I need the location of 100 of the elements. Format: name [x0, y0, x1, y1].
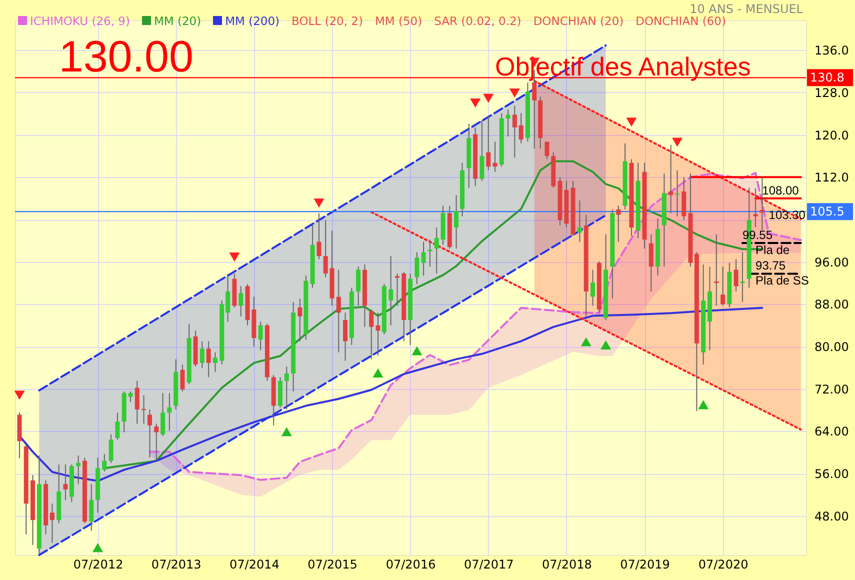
candlestick	[356, 266, 361, 306]
candlestick	[115, 412, 120, 440]
candlestick	[648, 234, 654, 292]
candlestick	[388, 256, 394, 326]
candlestick	[434, 226, 439, 274]
candlestick	[343, 312, 348, 362]
y-tick-label: 56.00	[814, 467, 849, 482]
candlestick	[180, 364, 185, 392]
candlestick	[480, 120, 484, 182]
candlestick	[486, 116, 491, 171]
y-tick-label: 64.00	[814, 424, 849, 439]
y-tick-label: 48.00	[814, 509, 849, 524]
candlestick	[506, 108, 510, 137]
point	[14, 390, 25, 400]
point	[580, 337, 592, 346]
annotation: 93.75	[756, 258, 786, 273]
candlestick	[369, 308, 374, 360]
candlestick	[284, 366, 289, 410]
candlestick	[720, 266, 726, 306]
candlestick	[160, 392, 166, 436]
y-tick-label: 96.00	[814, 255, 849, 270]
point	[509, 88, 520, 98]
x-tick-label: 07/2017	[464, 558, 514, 572]
candlestick	[212, 352, 218, 372]
point	[600, 340, 612, 350]
candlestick	[394, 272, 400, 306]
candlestick	[414, 252, 420, 285]
point	[314, 198, 324, 208]
candlestick	[154, 423, 159, 462]
point	[229, 252, 240, 262]
y-tick-label: 80.00	[814, 340, 849, 354]
annotation: MM (50)	[374, 14, 422, 28]
y-tick-label: 136.0	[814, 44, 849, 58]
legend-label: MM (20)	[154, 14, 202, 28]
annotation: SAR (0.02, 0.2)	[434, 14, 522, 28]
annotation: DONCHIAN (20)	[533, 14, 624, 28]
y-tick-label: 72.00	[814, 382, 849, 396]
annotation: 130.00	[58, 32, 194, 82]
x-tick-label: 07/2013	[151, 558, 202, 572]
point	[470, 98, 481, 108]
point	[372, 368, 384, 378]
candlestick	[76, 455, 81, 485]
x-tick-label: 07/2012	[73, 558, 124, 572]
point	[626, 118, 637, 127]
candlestick	[238, 286, 244, 317]
candlestick	[128, 390, 133, 403]
x-tick-label: 07/2018	[542, 558, 592, 572]
candlestick	[753, 188, 758, 228]
candlestick	[50, 503, 54, 544]
y-tick-label: 120.0	[814, 128, 849, 142]
candlestick	[740, 252, 745, 303]
x-tick-label: 07/2020	[698, 558, 748, 572]
candlestick	[760, 176, 764, 231]
candlestick	[734, 258, 738, 292]
point	[92, 543, 104, 552]
candlestick	[421, 241, 426, 276]
candlestick	[616, 205, 621, 242]
candlestick	[298, 298, 302, 342]
candlestick	[167, 392, 172, 432]
x-tick-label: 07/2016	[386, 558, 436, 572]
legend-label: MM (200)	[225, 14, 280, 28]
candlestick	[206, 340, 211, 378]
candlestick	[102, 453, 107, 472]
annotation: Pla de SS	[756, 274, 809, 288]
candlestick	[544, 141, 550, 160]
candlestick	[428, 239, 432, 268]
annotation: Pla de	[756, 243, 790, 258]
legend-label: ICHIMOKU (26, 9)	[30, 14, 130, 28]
point	[483, 94, 494, 103]
chart-subtitle: 10 ANS - MENSUEL	[690, 2, 803, 16]
x-tick-label: 07/2019	[620, 558, 670, 572]
point	[412, 346, 422, 356]
x-tick-label: 07/2014	[229, 558, 280, 572]
ref-line-label: 105.5	[810, 204, 844, 219]
point	[698, 400, 709, 410]
point	[281, 427, 292, 436]
point	[672, 138, 682, 147]
candlestick	[200, 340, 204, 369]
candlestick	[89, 484, 94, 532]
candlestick	[668, 144, 674, 214]
candlestick	[148, 408, 152, 458]
candlestick	[63, 464, 68, 500]
candlestick	[108, 434, 114, 464]
candlestick	[492, 141, 498, 172]
annotation: DONCHIAN (60)	[636, 14, 726, 28]
candlestick	[512, 105, 517, 158]
x-tick-label: 07/2015	[308, 558, 358, 572]
candlestick	[258, 321, 263, 351]
candlestick	[316, 212, 322, 260]
candlestick	[674, 170, 680, 217]
candlestick	[518, 112, 524, 144]
y-tick-label: 88.00	[814, 298, 849, 312]
ref-line-label: 130.8	[810, 70, 844, 85]
y-tick-label: 128.0	[814, 86, 849, 100]
candlestick	[142, 394, 146, 424]
annotation: BOLL (20, 2)	[292, 14, 363, 28]
candlestick	[454, 194, 459, 250]
candlestick	[336, 269, 341, 353]
candlestick	[714, 234, 719, 306]
candlestick	[134, 380, 140, 424]
